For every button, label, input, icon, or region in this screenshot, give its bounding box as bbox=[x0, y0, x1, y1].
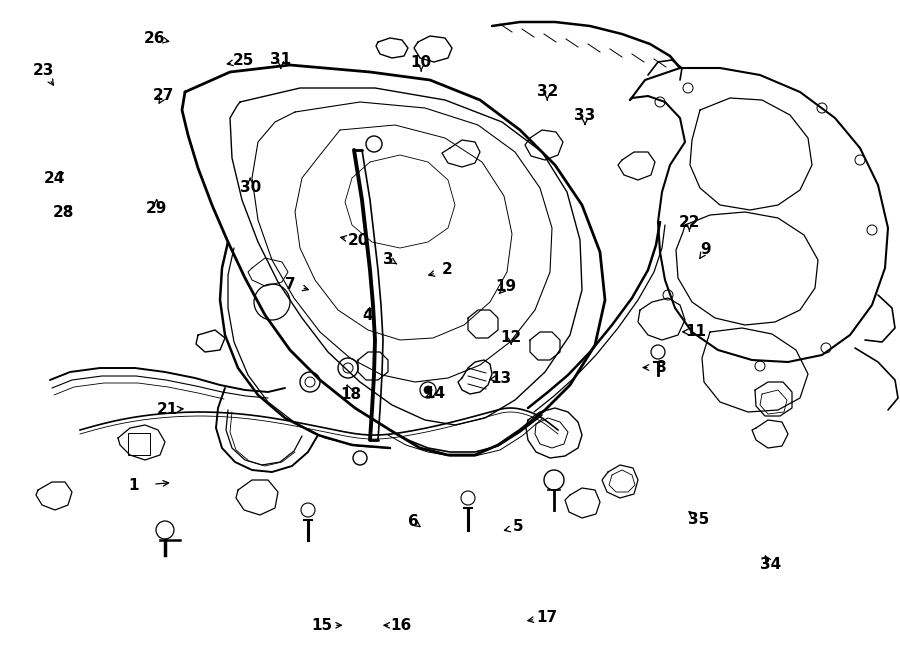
Text: 5: 5 bbox=[513, 520, 524, 534]
Text: 21: 21 bbox=[157, 403, 178, 417]
Text: 23: 23 bbox=[32, 63, 54, 77]
Text: 29: 29 bbox=[146, 202, 167, 216]
Text: 14: 14 bbox=[424, 387, 446, 401]
Text: 8: 8 bbox=[655, 360, 666, 375]
Text: 30: 30 bbox=[239, 180, 261, 195]
Text: 13: 13 bbox=[490, 371, 511, 385]
Text: 16: 16 bbox=[391, 618, 412, 633]
Text: 10: 10 bbox=[410, 55, 432, 69]
Text: 27: 27 bbox=[153, 88, 175, 102]
Text: 20: 20 bbox=[347, 233, 369, 248]
Text: 31: 31 bbox=[270, 52, 292, 67]
Text: 26: 26 bbox=[144, 31, 166, 46]
Text: 3: 3 bbox=[383, 252, 394, 266]
Text: 22: 22 bbox=[679, 215, 700, 230]
Text: 18: 18 bbox=[340, 387, 362, 402]
Text: 28: 28 bbox=[52, 206, 74, 220]
Text: 2: 2 bbox=[442, 262, 453, 277]
Text: 25: 25 bbox=[232, 54, 254, 68]
Text: 33: 33 bbox=[574, 108, 596, 122]
Circle shape bbox=[424, 386, 432, 394]
Text: 17: 17 bbox=[536, 610, 558, 625]
Text: 9: 9 bbox=[700, 243, 711, 257]
Bar bbox=[128, 433, 150, 455]
Text: 7: 7 bbox=[285, 277, 296, 292]
Text: 35: 35 bbox=[688, 512, 709, 527]
Text: 15: 15 bbox=[311, 618, 333, 633]
Text: 12: 12 bbox=[500, 330, 522, 344]
Text: 19: 19 bbox=[495, 280, 517, 294]
Text: 34: 34 bbox=[760, 557, 781, 572]
Text: 6: 6 bbox=[408, 514, 418, 529]
Text: 1: 1 bbox=[128, 479, 139, 493]
Text: 11: 11 bbox=[685, 325, 706, 339]
Text: 32: 32 bbox=[536, 84, 558, 98]
Text: 4: 4 bbox=[362, 309, 373, 323]
Text: 24: 24 bbox=[43, 171, 65, 186]
